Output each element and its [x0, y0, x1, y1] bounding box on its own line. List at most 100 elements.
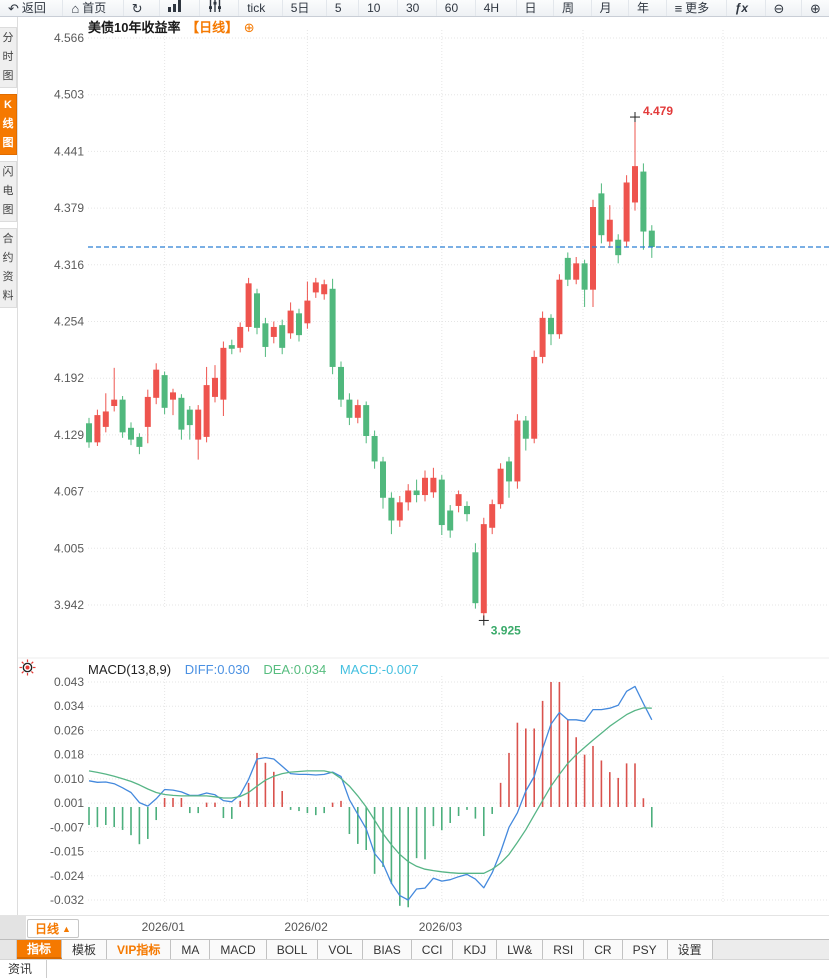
candle-body — [489, 504, 496, 528]
candle-body — [447, 510, 454, 531]
toolbar-label: 30 — [405, 0, 420, 15]
indicator-tab-指标[interactable]: 指标 — [17, 940, 63, 959]
indicator-tab-MA[interactable]: MA — [171, 940, 211, 959]
candle-body — [413, 490, 420, 496]
indicator-tab-BOLL[interactable]: BOLL — [266, 940, 319, 959]
candle-body — [220, 347, 227, 400]
toolbar-refresh-button[interactable]: ↻ — [122, 0, 151, 16]
toolbar-label: 月 — [599, 0, 612, 15]
candle-body — [262, 323, 269, 347]
candle-body — [287, 310, 294, 334]
indicator-tab-LW&[interactable]: LW& — [497, 940, 544, 959]
toolbar-day-button[interactable]: 日 — [515, 0, 545, 16]
candle-body — [161, 375, 168, 408]
toolbar-5d-button[interactable]: 5日 — [281, 0, 318, 16]
toolbar-label: 返回 — [21, 0, 46, 15]
low-price-label: 3.925 — [491, 623, 521, 637]
toolbar-zoom-out-button[interactable]: ⊖ — [764, 0, 793, 16]
top-toolbar: ↶ 返回 ⌂ 首页 ↻ tick 5日 5 10 30 60 4H 日 周 月 年 ≡ 更多 ƒx ⊖ ⊕ — [0, 0, 829, 17]
toolbar-tick-button[interactable]: tick — [238, 0, 273, 16]
toolbar-back-button[interactable]: ↶ 返回 — [0, 0, 54, 16]
candle-body — [522, 420, 529, 439]
toolbar-10min-button[interactable]: 10 — [358, 0, 388, 16]
y-axis-label: 4.192 — [54, 371, 84, 385]
toolbar-60min-button[interactable]: 60 — [435, 0, 466, 16]
indicator-tab-RSI[interactable]: RSI — [543, 940, 585, 959]
toolbar-4h-button[interactable]: 4H — [474, 0, 507, 16]
y-axis-label: 4.129 — [54, 428, 84, 442]
candle-body — [86, 423, 92, 443]
toolbar-label: 5日 — [290, 0, 310, 15]
macd-y-axis-label: 0.001 — [54, 796, 84, 810]
candle-body — [354, 405, 361, 418]
indicator-tab-设置[interactable]: 设置 — [667, 940, 713, 959]
toolbar-zoom-in-button[interactable]: ⊕ — [800, 0, 829, 16]
sidebar-tab-time-chart[interactable]: 分时图 — [0, 27, 17, 88]
candle-body — [203, 385, 210, 437]
toolbar-label: tick — [247, 0, 266, 15]
indicator-tab-模板[interactable]: 模板 — [62, 940, 108, 959]
candle-body — [119, 399, 126, 433]
macd-y-axis-label: -0.015 — [50, 845, 84, 859]
candle-body — [144, 396, 151, 427]
back-icon: ↶ — [8, 0, 19, 16]
toolbar-home-button[interactable]: ⌂ 首页 — [62, 0, 114, 16]
candle-body — [438, 479, 445, 526]
candle-body — [506, 461, 512, 482]
indicator-tab-BIAS[interactable]: BIAS — [363, 940, 412, 959]
y-axis-label: 4.441 — [54, 144, 84, 158]
toolbar-month-button[interactable]: 月 — [590, 0, 620, 16]
y-axis-label: 3.942 — [54, 598, 84, 612]
macd-y-axis-label: -0.032 — [50, 893, 84, 907]
candle-body — [279, 325, 286, 348]
indicator-tab-KDJ[interactable]: KDJ — [453, 940, 498, 959]
sidebar-tab-lightning-chart[interactable]: 闪电图 — [0, 161, 17, 222]
toolbar-formula-button[interactable]: ƒx — [725, 0, 756, 16]
toolbar-week-button[interactable]: 周 — [553, 0, 582, 16]
macd-y-axis-label: 0.010 — [54, 772, 84, 786]
indicator-tab-MACD[interactable]: MACD — [210, 940, 267, 959]
y-axis-label: 4.566 — [54, 31, 84, 45]
candle-body — [606, 219, 613, 242]
candle-body — [371, 435, 378, 462]
sidebar-tab-contract-info[interactable]: 合约资料 — [0, 228, 17, 308]
toolbar-30min-button[interactable]: 30 — [396, 0, 427, 16]
zoom-out-icon: ⊖ — [773, 0, 785, 16]
candle-body — [514, 420, 521, 482]
indicator-tab-VOL[interactable]: VOL — [318, 940, 364, 959]
macd-y-axis-label: -0.007 — [50, 820, 84, 834]
candle-body — [539, 317, 546, 357]
indicator-live-icon[interactable] — [19, 659, 36, 676]
sidebar-tab-kline-chart[interactable]: K线图 — [0, 94, 17, 155]
candle-body — [228, 345, 235, 349]
period-select-button[interactable]: 日线 ▲ — [27, 919, 79, 938]
y-axis-label: 4.503 — [54, 88, 84, 102]
candle-body — [195, 409, 202, 440]
candle-body — [396, 502, 403, 521]
zoom-in-icon: ⊕ — [809, 0, 821, 16]
candle-body — [102, 411, 109, 427]
indicator-tab-PSY[interactable]: PSY — [622, 940, 668, 959]
toolbar-chart-type-button[interactable] — [159, 0, 190, 16]
indicator-tab-CR[interactable]: CR — [584, 940, 623, 959]
x-axis-month-label: 2026/02 — [284, 920, 328, 934]
toolbar-indicator-panel-button[interactable] — [198, 0, 230, 16]
candle-body — [497, 468, 504, 505]
sliders-icon — [208, 0, 222, 16]
indicator-tab-bar: 指标 模板 VIP指标 MA MACD BOLL VOL BIAS CCI KDJ LW& RSI CR… — [0, 939, 829, 960]
x-axis-corner — [0, 916, 26, 940]
toolbar-5min-button[interactable]: 5 — [325, 0, 350, 16]
toolbar-label: 5 — [334, 0, 342, 15]
candle-body — [94, 415, 101, 443]
period-button-label: 日线 — [35, 922, 60, 936]
indicator-tab-VIP指标[interactable]: VIP指标 — [107, 940, 172, 959]
toolbar-more-button[interactable]: ≡ 更多 — [665, 0, 718, 16]
toolbar-label: 周 — [562, 0, 575, 15]
tab-bar-spacer — [0, 940, 17, 959]
candle-body — [598, 193, 605, 236]
add-compare-icon[interactable]: ⊕ — [243, 20, 255, 35]
indicator-tab-CCI[interactable]: CCI — [411, 940, 454, 959]
tab-news[interactable]: 资讯 — [0, 960, 48, 978]
toolbar-year-button[interactable]: 年 — [628, 0, 657, 16]
